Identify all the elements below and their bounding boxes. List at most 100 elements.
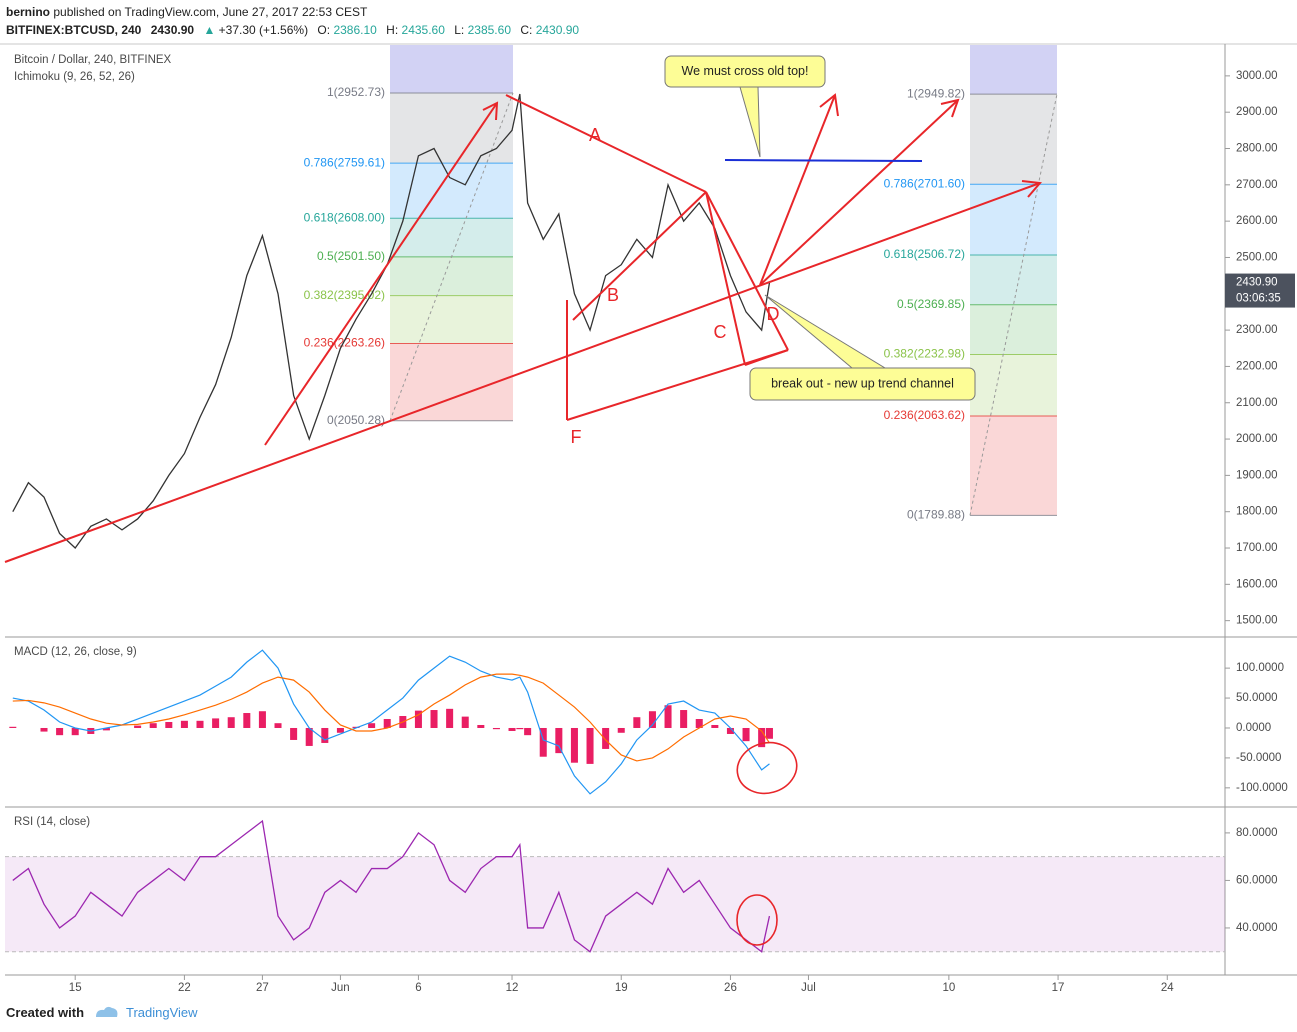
- y-tick-label: 100.0000: [1236, 662, 1284, 674]
- fib-band: [390, 218, 513, 257]
- pane-subtitle: Ichimoku (9, 26, 52, 26): [14, 71, 135, 83]
- arrow-head: [482, 101, 499, 121]
- histogram-bar: [648, 711, 656, 728]
- histogram-bar: [290, 727, 298, 740]
- y-tick-label: 60.0000: [1236, 874, 1278, 886]
- fib-label: 0.236(2063.62): [884, 408, 965, 422]
- chart: 1(2952.73) 0.786(2759.61) 0.618(2608.00) 0.…: [0, 43, 1297, 995]
- histogram-bar: [695, 719, 703, 728]
- histogram-bar: [461, 716, 469, 728]
- wave-label: F: [571, 427, 582, 447]
- x-tick-label: 27: [256, 982, 269, 994]
- last-price: 2430.90: [150, 23, 195, 37]
- x-tick-label: 12: [506, 982, 519, 994]
- callout-text: break out - new up trend channel: [771, 376, 954, 390]
- histogram-bar: [539, 727, 547, 757]
- fib-label: 0.786(2759.61): [304, 155, 385, 169]
- y-tick-label: 2200.00: [1236, 360, 1278, 372]
- histogram-bar: [383, 719, 391, 728]
- histogram-bar: [180, 720, 188, 728]
- fib-band: [390, 295, 513, 344]
- callout-text: We must cross old top!: [682, 64, 809, 78]
- histogram-bar: [414, 710, 422, 728]
- histogram-bar: [430, 710, 438, 728]
- y-tick-label: 0.0000: [1236, 722, 1271, 734]
- histogram-bar: [227, 717, 235, 728]
- tradingview-logo: [96, 1006, 118, 1017]
- x-tick-label: 6: [415, 982, 421, 994]
- y-tick-label: 1700.00: [1236, 542, 1278, 554]
- trend-line: [705, 191, 746, 366]
- countdown-label: 03:06:35: [1236, 293, 1281, 305]
- fib-trend: [389, 92, 514, 421]
- wave-label: D: [767, 304, 780, 324]
- fib-band: [970, 415, 1057, 516]
- price-tag-label: 2430.90: [1236, 277, 1278, 289]
- fib-label: 0(1789.88): [907, 508, 965, 522]
- histogram-bar: [617, 727, 625, 733]
- wave-label: B: [607, 285, 619, 305]
- open-label: O:: [317, 23, 331, 37]
- trend-line: [4, 182, 1041, 563]
- y-tick-label: 40.0000: [1236, 922, 1278, 934]
- y-tick-label: 50.0000: [1236, 692, 1278, 704]
- resistance-line: [724, 159, 923, 162]
- pane-title: Bitcoin / Dollar, 240, BITFINEX: [14, 54, 172, 66]
- low-value: 2385.60: [467, 23, 511, 37]
- highlight-circle: [736, 741, 798, 795]
- y-tick-label: 1600.00: [1236, 578, 1278, 590]
- fib-extension: [970, 45, 1057, 95]
- close-value: 2430.90: [535, 23, 580, 37]
- y-tick-label: 1800.00: [1236, 506, 1278, 518]
- y-tick-label: 2000.00: [1236, 433, 1278, 445]
- fib-band: [970, 255, 1057, 305]
- histogram-bar: [508, 727, 516, 731]
- change-arrow: ▲: [203, 23, 216, 37]
- x-tick-label: 22: [178, 982, 191, 994]
- trend-line: [505, 94, 707, 193]
- x-tick-label: Jun: [331, 982, 350, 994]
- high-value: 2435.60: [401, 23, 445, 37]
- arrow-head: [1021, 180, 1042, 198]
- fib-label: 0.382(2395.02): [304, 288, 385, 302]
- indicator-line: [12, 673, 770, 762]
- histogram-bar: [765, 727, 773, 739]
- fib-label: 0.618(2506.72): [884, 247, 965, 261]
- histogram-bar: [336, 727, 344, 733]
- y-tick-label: 1500.00: [1236, 615, 1278, 627]
- fib-label: 0.786(2701.60): [884, 176, 965, 190]
- fib-label: 0.618(2608.00): [304, 210, 385, 224]
- histogram-bar: [516, 727, 524, 730]
- histogram-bar: [102, 727, 110, 731]
- y-tick-label: 2500.00: [1236, 251, 1278, 263]
- histogram-bar: [165, 722, 173, 728]
- histogram-bar: [368, 723, 376, 728]
- callout-box: [664, 55, 826, 88]
- histogram-bar: [446, 708, 454, 728]
- histogram-bar: [586, 727, 594, 764]
- high-label: H:: [386, 23, 399, 37]
- y-tick-label: 2600.00: [1236, 215, 1278, 227]
- y-tick-label: 2900.00: [1236, 106, 1278, 118]
- wave-label: C: [714, 322, 727, 342]
- publisher: bernino: [6, 5, 50, 19]
- histogram-bar: [71, 727, 79, 736]
- callout-box: [749, 367, 976, 401]
- x-tick-label: 26: [724, 982, 737, 994]
- trend-line: [264, 102, 498, 446]
- histogram-bar: [492, 727, 500, 730]
- fib-label: 0.382(2232.98): [884, 347, 965, 361]
- trend-line: [759, 99, 959, 286]
- indicator-line: [12, 649, 770, 795]
- histogram-bar: [321, 727, 329, 743]
- histogram-bar: [742, 727, 750, 742]
- highlight-circle: [736, 894, 778, 946]
- arrow-head: [940, 98, 960, 118]
- open-value: 2386.10: [333, 23, 377, 37]
- fib-label: 0.236(2263.26): [304, 336, 385, 350]
- footer: Created with TradingView: [6, 1004, 198, 1020]
- wave-label: A: [589, 125, 601, 145]
- x-tick-label: 17: [1052, 982, 1065, 994]
- trend-line: [566, 349, 789, 421]
- histogram-bar: [477, 724, 485, 728]
